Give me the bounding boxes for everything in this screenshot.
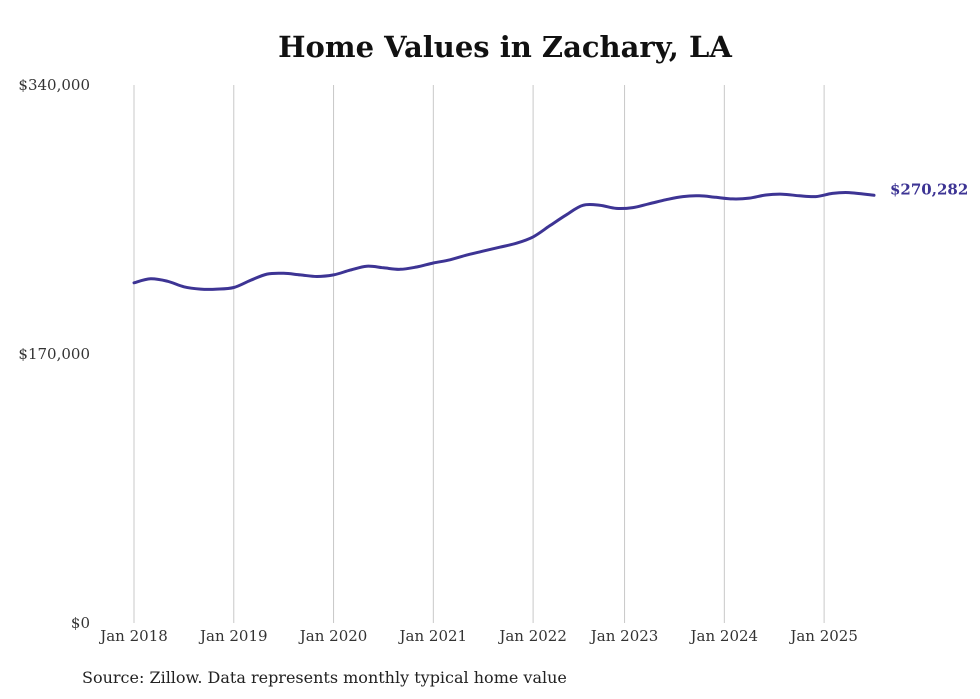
x-axis-tick-labels: Jan 2018 Jan 2019 Jan 2020 Jan 2021 Jan 2022…: [98, 627, 858, 645]
x-tick-label: Jan 2021: [398, 627, 468, 645]
x-tick-label: Jan 2022: [497, 627, 567, 645]
x-tick-label: Jan 2024: [689, 627, 759, 645]
end-value-label: $270,282: [890, 180, 968, 198]
x-tick-label: Jan 2023: [589, 627, 659, 645]
x-tick-label: Jan 2018: [98, 627, 168, 645]
x-tick-label: Jan 2020: [298, 627, 368, 645]
x-gridlines: [133, 85, 825, 623]
series-line: [132, 191, 876, 291]
x-tick-label: Jan 2019: [198, 627, 268, 645]
y-axis-tick-labels: $0 $170,000 $340,000: [18, 76, 90, 632]
chart-title: Home Values in Zachary, LA: [278, 30, 732, 64]
y-tick-label: $170,000: [18, 345, 90, 363]
y-tick-label: $0: [71, 614, 90, 632]
x-tick-label: Jan 2025: [788, 627, 858, 645]
source-note: Source: Zillow. Data represents monthly …: [82, 668, 567, 687]
y-tick-label: $340,000: [18, 76, 90, 94]
